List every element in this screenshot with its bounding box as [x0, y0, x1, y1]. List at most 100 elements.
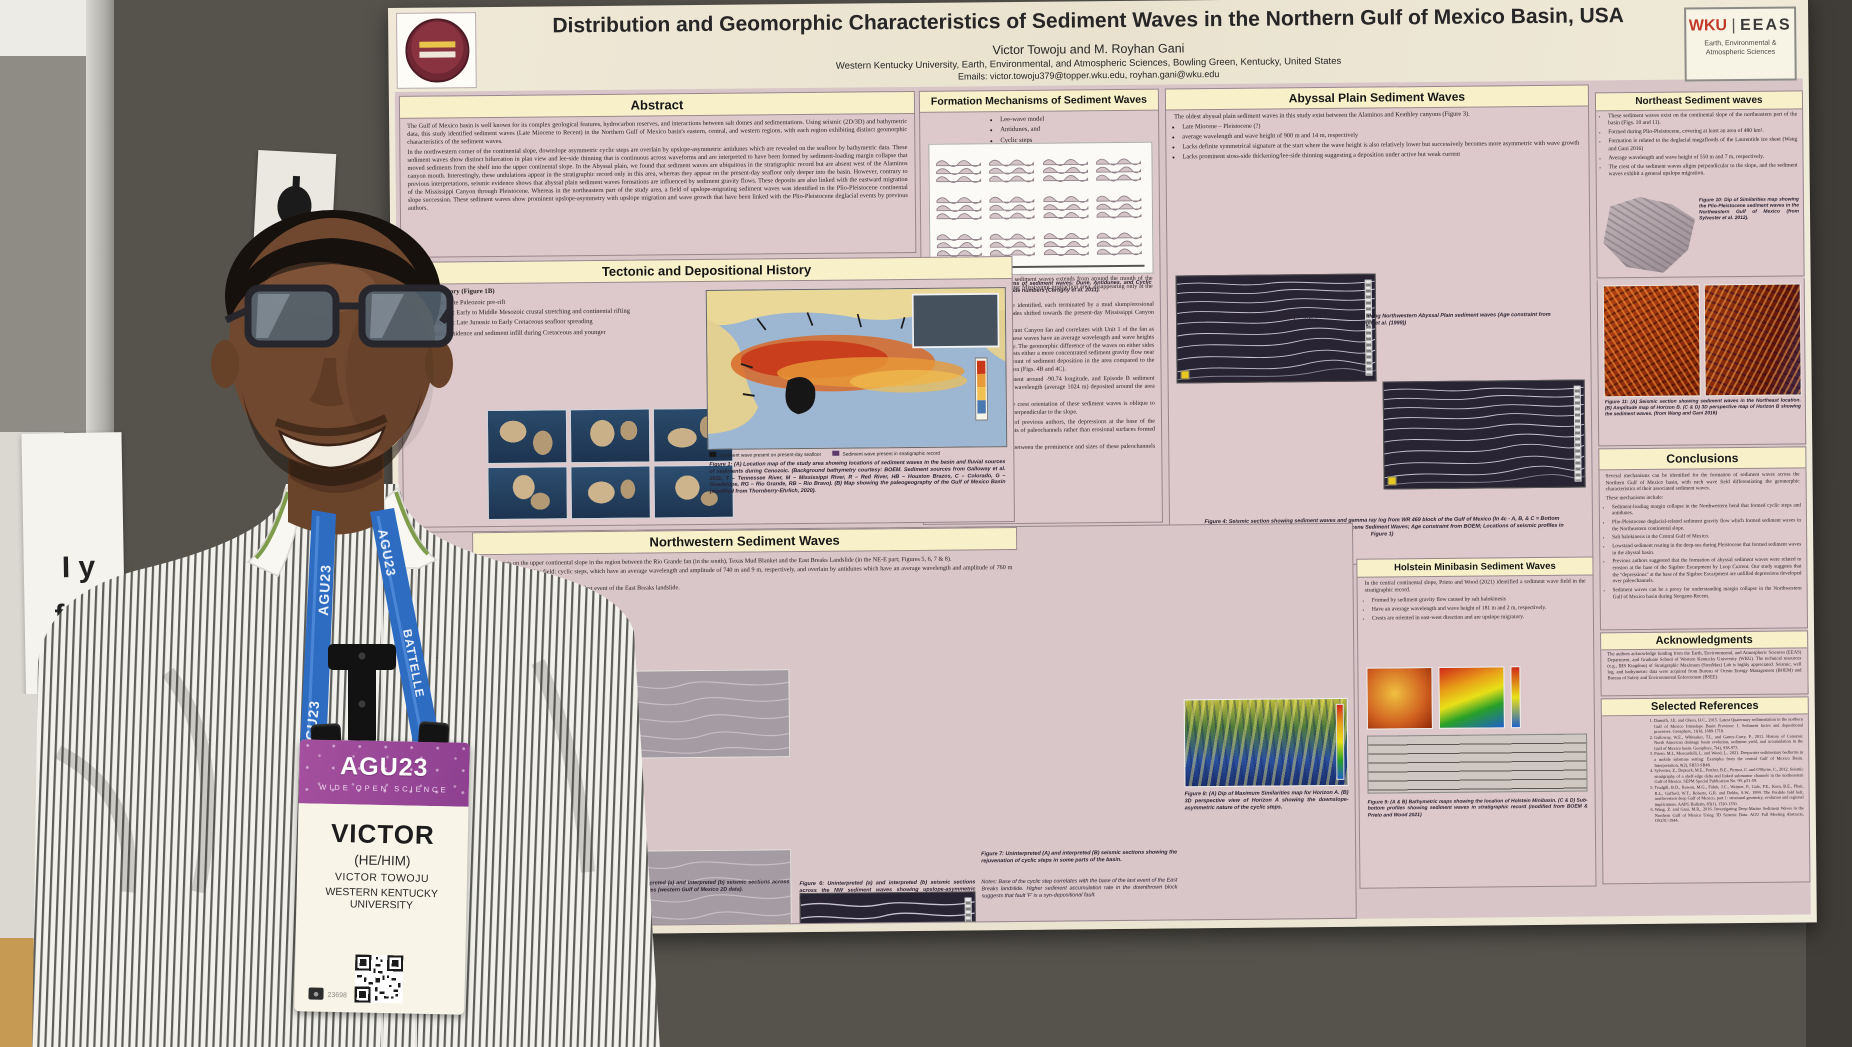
antidune-sketch — [989, 191, 1035, 221]
research-poster: Distribution and Geomorphic Characterist… — [388, 0, 1817, 936]
figure10-similarity-map — [1603, 196, 1696, 273]
section-abyssal-plain: Abyssal Plain Sediment Waves The oldest … — [1164, 84, 1594, 567]
figure9-colorbar — [1510, 666, 1521, 729]
lab-crest-logo — [396, 12, 477, 89]
figure1a-location-map — [705, 287, 1008, 450]
conclusion-bullet: Plio-Pleistocene deglacial-related sedim… — [1612, 517, 1801, 532]
reference-item: Wang, Z. and Gani, M.R., 2016. Investiga… — [1655, 806, 1804, 824]
reference-item: Prieto, M.I., Moscardelli, L. and Wood, … — [1654, 750, 1803, 768]
lanyard-text-left: AGU23 — [315, 564, 334, 616]
formation-bullet: Lee-wave model — [1000, 115, 1158, 125]
figure8b-3d-perspective — [1183, 697, 1349, 788]
wku-eeas-logo: WKU | EEAS Earth, Environmental & Atmosp… — [1684, 6, 1797, 82]
figure11-perspective-map-b — [1703, 283, 1802, 397]
clip-rivet — [358, 652, 366, 660]
clip-rivet — [358, 700, 366, 708]
note-symbol-stem — [292, 175, 301, 191]
badge-number: 23698 — [327, 991, 348, 1000]
reference-item: Trudgill, B.D., Rowan, M.G., Fiduk, J.C.… — [1655, 783, 1804, 807]
reference-item: Galloway, W.E., Whiteaker, T.L. and Gane… — [1654, 733, 1803, 751]
depth-colorbar — [1573, 385, 1582, 483]
badge-event-name: AGU23 — [339, 752, 429, 782]
shirt-wrinkle-shading — [54, 659, 595, 894]
northeast-bullet: The crest of the sediment waves aligns p… — [1609, 162, 1798, 178]
elevation-colorbar — [1335, 703, 1345, 780]
conclusion-bullet: Sediment-loading margin collapse in the … — [1612, 502, 1801, 517]
depth-colorbar — [1364, 279, 1373, 377]
dune-sketch — [935, 154, 981, 184]
figure3-caption: Figure 3: (a) uninterpreted and (b) inte… — [1209, 311, 1551, 327]
badge-pronouns: (HE/HIM) — [354, 852, 411, 869]
northeast-bullet-list: These sediment waves exist on the contin… — [1608, 111, 1803, 178]
eyeglasses — [224, 284, 454, 348]
figure9b-bathymetry-map — [1438, 666, 1505, 729]
section-acknowledgments: Acknowledgments The authors acknowledge … — [1600, 630, 1809, 697]
crest-bars — [419, 51, 456, 58]
figure9a-bathymetry-map — [1366, 667, 1433, 730]
northeast-bullet: Formed during Plio-Pleistocene, covering… — [1608, 128, 1797, 137]
froude-axis-sketch — [989, 228, 1035, 258]
seismic-reflections — [1384, 381, 1585, 489]
section-northeast-figure11: Figure 11: (A) Seismic section showing s… — [1596, 278, 1807, 447]
reference-item: Sylvester, Z., Deptuck, M.E., Prather, B… — [1654, 767, 1803, 785]
figure9-caption: Figure 9: (A & B) Bathymetric maps showi… — [1367, 797, 1588, 819]
section-tectonic-history: Tectonic and Depositional History Tecton… — [400, 256, 1015, 528]
smile-teeth — [277, 425, 387, 470]
formation-bullet: Antidunes, and — [1000, 125, 1158, 135]
badge-tagline: WIDE OPEN SCIENCE — [319, 782, 449, 795]
logo-divider: | — [1731, 17, 1736, 35]
conference-badge: AGU23 WIDE OPEN SCIENCE VICTOR (HE/HIM) … — [294, 721, 470, 1015]
holstein-bullet: Crests are oriented in east-west directi… — [1372, 613, 1587, 622]
lanyard-highlight — [306, 515, 424, 749]
conclusion-bullet: Lowstand sediment routing in the deep-se… — [1612, 541, 1801, 556]
holstein-bullet: Have an average wavelength and wave heig… — [1372, 604, 1587, 613]
seismic-reflections — [1177, 275, 1376, 383]
badge-org-line2: UNIVERSITY — [349, 898, 414, 912]
figure3-seismic-panel-b — [1382, 379, 1586, 490]
nose — [309, 358, 344, 407]
figure6-caption: Figure 6: Uninterpreted (a) and interpre… — [799, 879, 976, 901]
holstein-bullet: Formed by sediment gravity flow caused b… — [1372, 595, 1587, 604]
conclusion-bullet: Previous authors suggested that the form… — [1612, 557, 1801, 585]
badge-camera-icon — [308, 987, 324, 1000]
holstein-intro: In the central continental slope, Prieto… — [1364, 578, 1586, 594]
dune-sketch — [936, 191, 982, 221]
froude-axis-sketch — [1043, 227, 1089, 257]
ear — [425, 340, 453, 388]
badge-header-band: AGU23 WIDE OPEN SCIENCE — [298, 739, 470, 807]
figure10-caption: Figure 10: Dip of Similarities map showi… — [1698, 197, 1800, 222]
map-legend-row: Sediment wave present on present-day sea… — [709, 449, 1005, 459]
conclusions-bullet-list: Sediment-loading margin collapse in the … — [1612, 502, 1807, 600]
badge-footer-row: 23698 — [294, 953, 465, 1007]
holstein-bullet-list: Formed by sediment gravity flow caused b… — [1372, 595, 1593, 623]
eeas-logotype: EEAS — [1739, 16, 1792, 35]
metal-frame-strip — [86, 0, 114, 434]
eeas-dept-text: Earth, Environmental & Atmospheric Scien… — [1704, 39, 1777, 57]
section-formation-heading: Formation Mechanisms of Sediment Waves — [919, 89, 1159, 113]
section-conclusions-heading: Conclusions — [1599, 447, 1806, 471]
legend-label: Sediment wave present on present-day sea… — [719, 452, 822, 459]
crest-circle — [405, 18, 470, 83]
reference-list: Damuth, J.E. and Olson, H.C., 2015. Late… — [1614, 716, 1809, 824]
cyclic-step-sketch — [1096, 190, 1142, 220]
antidune-sketch — [989, 154, 1035, 184]
froude-axis-sketch — [1096, 227, 1142, 257]
figure7-caption: Figure 7: Uninterpreted (A) and interpre… — [981, 849, 1178, 865]
poster-title: Distribution and Geomorphic Characterist… — [552, 4, 1625, 38]
figure1-caption: Figure 1: (A) Location map of the study … — [709, 459, 1006, 495]
legend-label: Sediment wave present in stratigraphic r… — [842, 451, 941, 458]
figure9c-subbottom-profile — [1367, 733, 1588, 794]
panel-label-tag — [1387, 476, 1397, 486]
figure11-amplitude-map-a — [1602, 284, 1701, 398]
abyssal-bullet-list: Late Miocene – Pleistocene (?) average w… — [1182, 120, 1588, 162]
northeast-bullet: Average wavelength and wave height of 55… — [1608, 153, 1797, 162]
crest-bars — [419, 41, 456, 48]
mustache — [274, 414, 388, 437]
northeast-bullet: Formation is related to the deglacial me… — [1608, 137, 1797, 153]
legend-swatch-black — [709, 451, 717, 457]
legend-swatch-purple — [832, 450, 840, 456]
badge-full-name: VICTOR TOWOJU — [334, 871, 430, 885]
left-gray-board — [0, 56, 88, 434]
acknowledgments-body: The authors acknowledge funding from the… — [1607, 650, 1802, 682]
froude-axis-sketch — [936, 228, 982, 258]
